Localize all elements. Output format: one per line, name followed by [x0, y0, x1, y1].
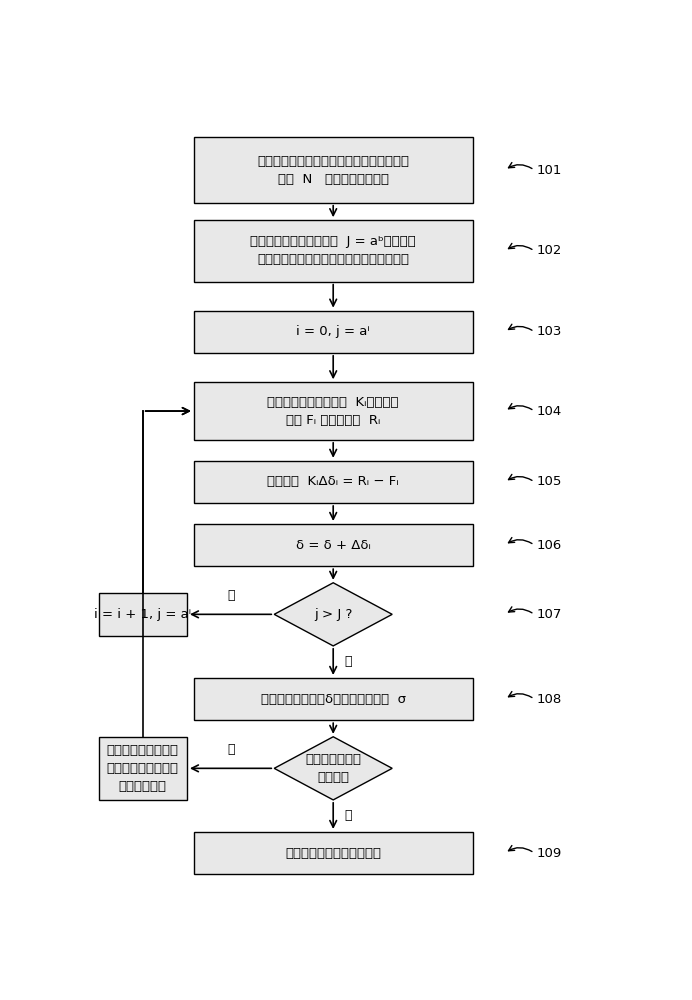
Text: 102: 102: [537, 244, 563, 257]
Text: 改变薄膜预应力或初
始电压值，重新进行
薄膜受力分析: 改变薄膜预应力或初 始电压值，重新进行 薄膜受力分析: [107, 744, 179, 793]
Text: δ = δ + Δδᵢ: δ = δ + Δδᵢ: [295, 539, 371, 552]
Text: 结束静电成形薄膜天线分析: 结束静电成形薄膜天线分析: [285, 847, 381, 860]
Bar: [194, 678, 473, 720]
Text: i = i + 1, j = aⁱ: i = i + 1, j = aⁱ: [94, 608, 192, 621]
Polygon shape: [274, 583, 392, 646]
Bar: [194, 832, 473, 874]
Text: 是: 是: [344, 809, 352, 822]
Text: 106: 106: [537, 539, 562, 552]
Text: 109: 109: [537, 847, 562, 860]
Bar: [194, 382, 473, 440]
Text: 105: 105: [537, 475, 563, 488]
Bar: [98, 737, 187, 800]
Text: 建立静电薄膜反射面天线有限元模型，共划
分有  N   个平面三角形单元: 建立静电薄膜反射面天线有限元模型，共划 分有 N 个平面三角形单元: [257, 155, 409, 186]
Text: i = 0, j = aⁱ: i = 0, j = aⁱ: [296, 325, 370, 338]
Polygon shape: [274, 737, 392, 800]
Text: 否: 否: [227, 743, 235, 756]
Text: 104: 104: [537, 405, 562, 418]
Text: 计算结构总体刚度矩阵  Kᵢ、等效力
向量 Fᵢ 和载荷向量  Rᵢ: 计算结构总体刚度矩阵 Kᵢ、等效力 向量 Fᵢ 和载荷向量 Rᵢ: [267, 396, 399, 427]
Bar: [194, 137, 473, 203]
Text: 输入收敛条件、增量步数  J = aᵇ，给定薄
膜预应力和初始电极电压，初始化位移向量: 输入收敛条件、增量步数 J = aᵇ，给定薄 膜预应力和初始电极电压，初始化位移…: [251, 235, 416, 266]
Bar: [194, 461, 473, 503]
Text: 108: 108: [537, 693, 562, 706]
Bar: [98, 593, 187, 636]
Bar: [194, 220, 473, 282]
Text: 是: 是: [344, 655, 352, 668]
Text: 否: 否: [227, 589, 235, 602]
Text: 107: 107: [537, 608, 563, 621]
Text: 求解方程  KᵢΔδᵢ = Rᵢ − Fᵢ: 求解方程 KᵢΔδᵢ = Rᵢ − Fᵢ: [267, 475, 399, 488]
Text: 103: 103: [537, 325, 563, 338]
Text: 101: 101: [537, 164, 563, 177]
Bar: [194, 524, 473, 566]
Text: j > J ?: j > J ?: [314, 608, 352, 621]
Text: 输出节点位移向量δ和单元应力向量  σ: 输出节点位移向量δ和单元应力向量 σ: [261, 693, 406, 706]
Bar: [194, 311, 473, 353]
Text: 反射面精度是否
满足要求: 反射面精度是否 满足要求: [305, 753, 361, 784]
